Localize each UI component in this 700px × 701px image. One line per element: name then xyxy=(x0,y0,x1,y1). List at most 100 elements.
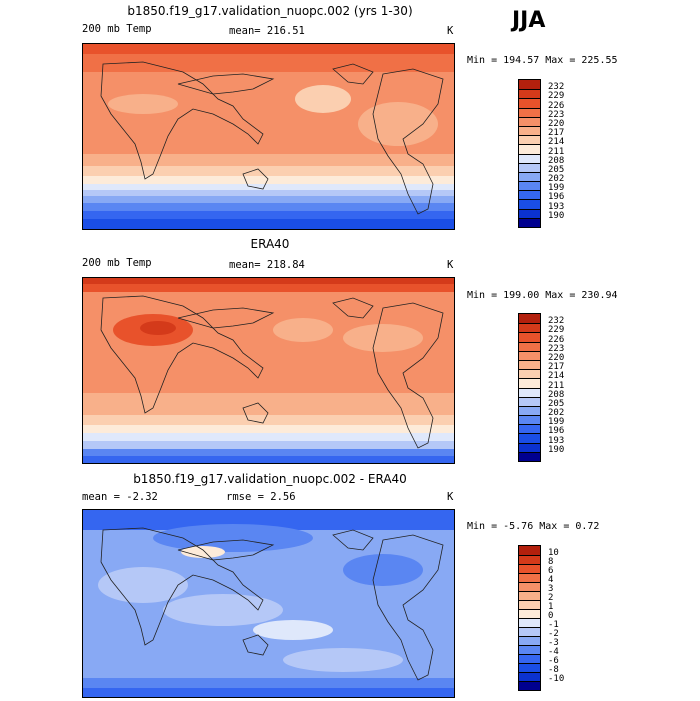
colorbar-tick-label: 205 xyxy=(548,164,565,175)
colorbar-tick-label: 202 xyxy=(548,174,565,185)
colorbar-swatch xyxy=(519,546,540,555)
panel2-map xyxy=(82,277,455,464)
panel1-units: K xyxy=(447,25,454,37)
colorbar-swatch xyxy=(519,332,540,342)
colorbar-swatch xyxy=(519,618,540,627)
colorbar-tick-label: 8 xyxy=(548,557,554,567)
colorbar-tick-label: 6 xyxy=(548,566,554,576)
colorbar-swatch xyxy=(519,663,540,672)
colorbar-tick-label: -10 xyxy=(548,674,565,684)
colorbar-swatch xyxy=(519,672,540,681)
colorbar-swatch xyxy=(519,555,540,564)
colorbar-tick-label: 214 xyxy=(548,371,565,382)
colorbar-tick-label: 211 xyxy=(548,380,565,391)
colorbar-swatch xyxy=(519,369,540,379)
colorbar-swatch xyxy=(519,208,540,218)
colorbar-swatch xyxy=(519,582,540,591)
colorbar-swatch xyxy=(519,627,540,636)
panel1-variable: 200 mb Temp xyxy=(82,23,152,35)
colorbar-swatch xyxy=(519,323,540,333)
panel3-map xyxy=(82,509,455,698)
colorbar-tick-label: 190 xyxy=(548,210,565,221)
panel1-map xyxy=(82,43,455,230)
colorbar-tick-label: 220 xyxy=(548,118,565,129)
colorbar-tick-label: -2 xyxy=(548,629,559,639)
panel3-units: K xyxy=(447,491,454,503)
colorbar-tick-label: 193 xyxy=(548,201,565,212)
colorbar-swatch xyxy=(519,405,540,416)
colorbar-tick-label: 223 xyxy=(548,343,565,354)
colorbar-tick-label: 10 xyxy=(548,548,559,558)
colorbar-tick-label: 217 xyxy=(548,128,565,139)
colorbar-tick-label: 214 xyxy=(548,137,565,148)
colorbar-tick-label: 229 xyxy=(548,325,565,336)
colorbar-tick-label: 211 xyxy=(548,146,565,157)
colorbar-swatch xyxy=(519,600,540,609)
colorbar-swatch xyxy=(519,162,540,172)
colorbar-swatch xyxy=(519,359,540,370)
panel2-map-contours xyxy=(83,278,454,463)
colorbar-tick-label: 208 xyxy=(548,155,565,166)
colorbar-swatch xyxy=(519,591,540,600)
colorbar-swatch xyxy=(519,135,540,145)
panel2-variable: 200 mb Temp xyxy=(82,257,152,269)
colorbar-swatch xyxy=(519,442,540,452)
colorbar-swatch xyxy=(519,181,540,191)
colorbar-tick-label: -6 xyxy=(548,656,559,666)
colorbar-tick-label: 193 xyxy=(548,435,565,446)
colorbar-swatch xyxy=(519,654,540,663)
panel2-colorbar xyxy=(518,313,541,462)
colorbar-swatch xyxy=(519,378,540,388)
colorbar-tick-label: 4 xyxy=(548,575,554,585)
colorbar-tick-label: -3 xyxy=(548,638,559,648)
colorbar-swatch xyxy=(519,153,540,163)
colorbar-swatch xyxy=(519,171,540,182)
panel2-mean: mean= 218.84 xyxy=(229,259,305,271)
panel1-colorbar xyxy=(518,79,541,228)
colorbar-swatch xyxy=(519,564,540,573)
colorbar-swatch xyxy=(519,80,540,90)
colorbar-tick-label: 217 xyxy=(548,362,565,373)
colorbar-swatch xyxy=(519,199,540,209)
colorbar-swatch xyxy=(519,341,540,351)
colorbar-tick-label: 190 xyxy=(548,444,565,455)
colorbar-tick-label: 196 xyxy=(548,192,565,203)
colorbar-swatch xyxy=(519,681,540,690)
colorbar-swatch xyxy=(519,645,540,654)
colorbar-swatch xyxy=(519,144,540,154)
colorbar-swatch xyxy=(519,350,540,360)
colorbar-swatch xyxy=(519,424,540,434)
colorbar-swatch xyxy=(519,396,540,406)
panel3-rmse: rmse = 2.56 xyxy=(226,491,296,503)
colorbar-tick-label: 232 xyxy=(548,82,565,93)
colorbar-swatch xyxy=(519,98,540,108)
colorbar-swatch xyxy=(519,125,540,136)
colorbar-tick-label: 202 xyxy=(548,408,565,419)
colorbar-tick-label: 220 xyxy=(548,352,565,363)
colorbar-tick-label: 2 xyxy=(548,593,554,603)
colorbar-tick-label: -4 xyxy=(548,647,559,657)
colorbar-swatch xyxy=(519,116,540,126)
panel1-map-contours xyxy=(83,44,454,229)
colorbar-swatch xyxy=(519,573,540,582)
panel2-minmax: Min = 199.00 Max = 230.94 xyxy=(467,290,618,301)
colorbar-swatch xyxy=(519,314,540,324)
panel2-title: ERA40 xyxy=(250,237,290,251)
colorbar-swatch xyxy=(519,190,540,200)
panel1-minmax: Min = 194.57 Max = 225.55 xyxy=(467,55,618,66)
panel2-units: K xyxy=(447,259,454,271)
colorbar-tick-label: 208 xyxy=(548,389,565,400)
colorbar-tick-label: 199 xyxy=(548,417,565,428)
colorbar-tick-label: 0 xyxy=(548,611,554,621)
colorbar-tick-label: 196 xyxy=(548,426,565,437)
colorbar-tick-label: 3 xyxy=(548,584,554,594)
colorbar-tick-label: 1 xyxy=(548,602,554,612)
panel3-title: b1850.f19_g17.validation_nuopc.002 - ERA… xyxy=(133,472,407,486)
colorbar-swatch xyxy=(519,107,540,117)
panel1-title: b1850.f19_g17.validation_nuopc.002 (yrs … xyxy=(127,4,413,18)
colorbar-tick-label: 205 xyxy=(548,398,565,409)
colorbar-tick-label: 229 xyxy=(548,91,565,102)
panel3-map-contours xyxy=(83,510,454,697)
colorbar-tick-label: -1 xyxy=(548,620,559,630)
colorbar-swatch xyxy=(519,609,540,618)
